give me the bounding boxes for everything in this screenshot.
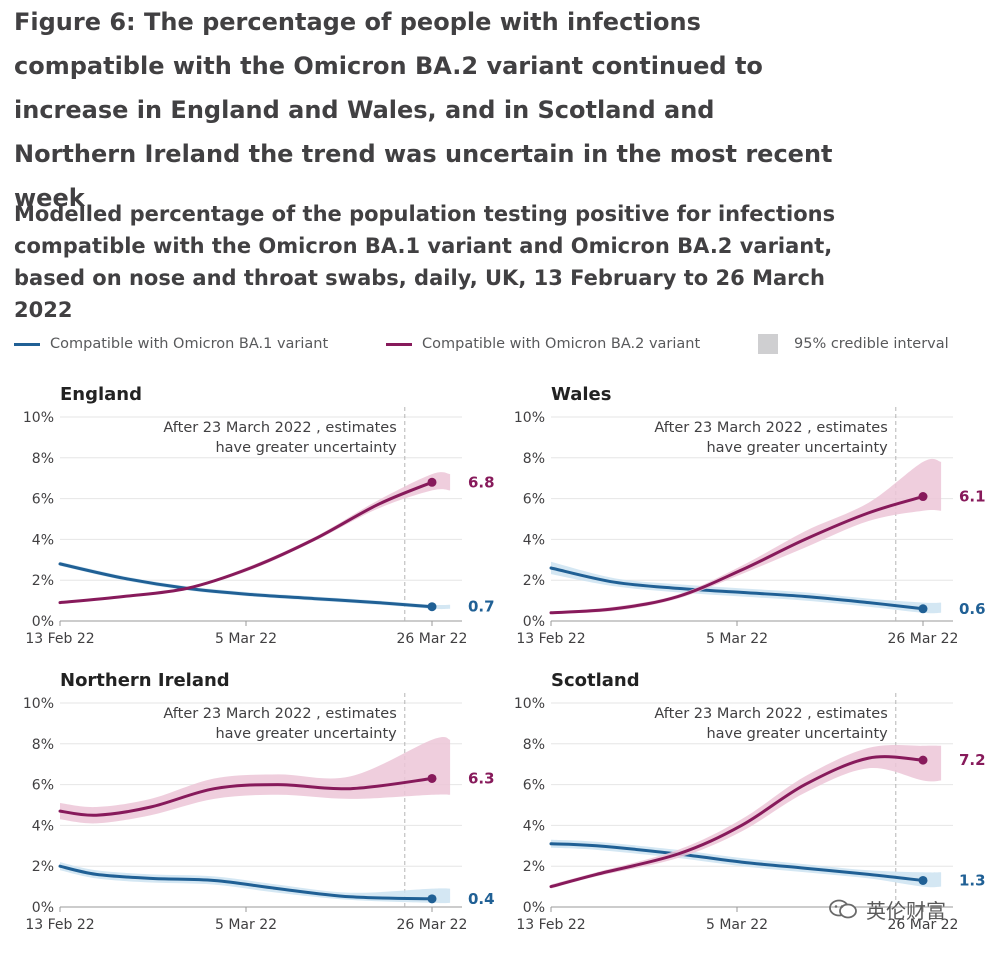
legend-swatch-ci (758, 334, 778, 354)
y-tick-label: 10% (514, 696, 545, 712)
series-line-ba2 (549, 755, 925, 889)
y-tick-label: 4% (523, 818, 545, 834)
y-tick-label: 6% (32, 492, 54, 508)
end-label-ba1: 0.4 (468, 890, 495, 908)
y-tick-label: 0% (32, 900, 54, 916)
x-tick-label: 13 Feb 22 (516, 917, 585, 933)
annotation-text: After 23 March 2022 , estimates (163, 706, 396, 722)
x-tick-label: 26 Mar 22 (397, 631, 468, 647)
annotation-text: After 23 March 2022 , estimates (163, 420, 396, 436)
legend-label-ba2: Compatible with Omicron BA.2 variant (422, 336, 701, 352)
end-label-ba2: 6.3 (468, 769, 495, 787)
y-tick-label: 6% (523, 778, 545, 794)
ci-band-ba2 (551, 745, 942, 889)
legend-label-ci: 95% credible interval (794, 336, 949, 352)
ci-band-ba2 (60, 736, 451, 824)
annotation-text: have greater uncertainty (706, 726, 888, 742)
y-tick-label: 2% (523, 573, 545, 589)
x-tick-label: 5 Mar 22 (706, 631, 768, 647)
series-line-ba1 (549, 842, 925, 882)
x-tick-label: 26 Mar 22 (888, 917, 959, 933)
series-line-ba1 (58, 864, 434, 901)
y-tick-label: 2% (32, 573, 54, 589)
series-line-ba2 (58, 480, 434, 605)
x-tick-label: 5 Mar 22 (706, 917, 768, 933)
end-point-ba1 (427, 894, 437, 904)
panel-title: Northern Ireland (60, 670, 230, 691)
y-tick-label: 8% (523, 737, 545, 753)
y-tick-label: 0% (32, 614, 54, 630)
end-label-ba2: 6.8 (468, 473, 495, 491)
y-tick-label: 6% (523, 492, 545, 508)
chart-england: England 0% 2% 4% 6% 8% 10% 13 Feb 22 5 Mar 22 26 … (23, 384, 495, 647)
y-tick-label: 2% (32, 859, 54, 875)
figure-title: Figure 6: The percentage of people with … (14, 8, 833, 212)
series-line-ba2 (549, 495, 925, 615)
annotation-text: have greater uncertainty (706, 440, 888, 456)
end-label-ba2: 7.2 (959, 751, 986, 769)
series-line-ba2 (58, 777, 434, 817)
end-point-ba1 (427, 602, 437, 612)
x-tick-label: 13 Feb 22 (516, 631, 585, 647)
legend-item-ci: 95% credible interval (758, 332, 949, 356)
chart-scotland: Scotland 0% 2% 4% 6% 8% 10% 13 Feb 22 5 Mar 22 26… (514, 670, 986, 933)
chart-wales: Wales 0% 2% 4% 6% 8% 10% 13 Feb 22 5 Mar 22 26 Ma… (514, 384, 986, 647)
panel-title: England (60, 384, 142, 405)
legend-item-ba1: Compatible with Omicron BA.1 variant (14, 332, 328, 356)
x-tick-label: 26 Mar 22 (888, 631, 959, 647)
y-tick-label: 4% (32, 532, 54, 548)
end-point-ba1 (918, 604, 928, 614)
end-point-ba2 (918, 755, 928, 765)
y-tick-label: 8% (523, 451, 545, 467)
ci-band-ba2 (60, 472, 451, 604)
y-tick-label: 2% (523, 859, 545, 875)
y-tick-label: 4% (32, 818, 54, 834)
annotation-text: have greater uncertainty (215, 440, 397, 456)
end-point-ba2 (427, 477, 437, 487)
annotation-text: have greater uncertainty (215, 726, 397, 742)
figure-subtitle: Modelled percentage of the population te… (14, 202, 836, 322)
y-tick-label: 4% (523, 532, 545, 548)
x-tick-label: 5 Mar 22 (215, 631, 277, 647)
panel-title: Wales (551, 384, 611, 405)
y-tick-label: 10% (23, 696, 54, 712)
end-label-ba1: 1.3 (959, 871, 986, 889)
panel-title: Scotland (551, 670, 640, 691)
end-label-ba2: 6.1 (959, 488, 986, 506)
x-tick-label: 26 Mar 22 (397, 917, 468, 933)
y-tick-label: 0% (523, 900, 545, 916)
annotation-text: After 23 March 2022 , estimates (654, 420, 887, 436)
legend: Compatible with Omicron BA.1 variant Com… (14, 332, 984, 356)
watermark-text: 英伦财富 (866, 898, 946, 923)
end-point-ba1 (918, 875, 928, 885)
y-tick-label: 10% (514, 410, 545, 426)
annotation-text: After 23 March 2022 , estimates (654, 706, 887, 722)
wechat-icon (829, 899, 857, 919)
x-tick-label: 5 Mar 22 (215, 917, 277, 933)
y-tick-label: 10% (23, 410, 54, 426)
end-point-ba2 (918, 492, 928, 502)
chart-northern-ireland: Northern Ireland 0% 2% 4% 6% 8% 10% 13 Feb 22 5 … (23, 670, 495, 933)
ci-band-ba1 (60, 561, 451, 610)
end-point-ba2 (427, 773, 437, 783)
x-tick-label: 13 Feb 22 (25, 631, 94, 647)
y-tick-label: 8% (32, 737, 54, 753)
end-label-ba1: 0.6 (959, 600, 986, 618)
legend-label-ba1: Compatible with Omicron BA.1 variant (50, 336, 329, 352)
ci-band-ba1 (60, 862, 451, 904)
y-tick-label: 8% (32, 451, 54, 467)
legend-swatch-ba1 (14, 342, 40, 346)
end-label-ba1: 0.7 (468, 598, 495, 616)
legend-swatch-ba2 (386, 342, 412, 346)
y-tick-label: 0% (523, 614, 545, 630)
y-tick-label: 6% (32, 778, 54, 794)
watermark: 英伦财富 (828, 896, 946, 923)
legend-item-ba2: Compatible with Omicron BA.2 variant (386, 332, 700, 356)
series-line-ba1 (549, 566, 925, 611)
x-tick-label: 13 Feb 22 (25, 917, 94, 933)
series-line-ba1 (58, 562, 434, 609)
